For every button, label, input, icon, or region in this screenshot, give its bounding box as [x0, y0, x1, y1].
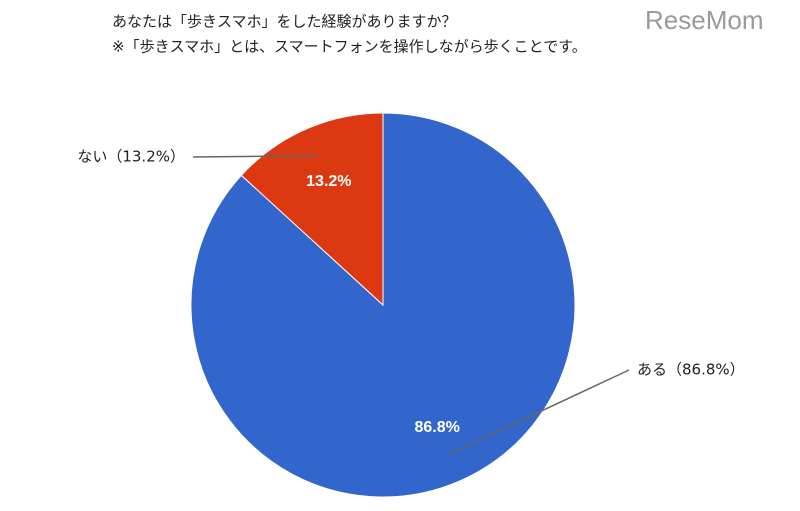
- watermark: ReseMom: [645, 5, 763, 35]
- slice-value-label: 86.8%: [414, 419, 459, 436]
- leader-line: [192, 154, 318, 158]
- outer-label: ある（86.8%）: [637, 361, 745, 379]
- leader-line: [448, 369, 630, 456]
- slice-value-label: 13.2%: [306, 173, 351, 190]
- chart-title: あなたは「歩きスマホ」をした経験がありますか？: [112, 13, 457, 31]
- outer-label: ない（13.2%）: [77, 148, 185, 166]
- pie-slice: [240, 112, 384, 307]
- chart-subtitle: ※「歩きスマホ」とは、スマートフォンを操作しながら歩くことです。: [112, 38, 587, 56]
